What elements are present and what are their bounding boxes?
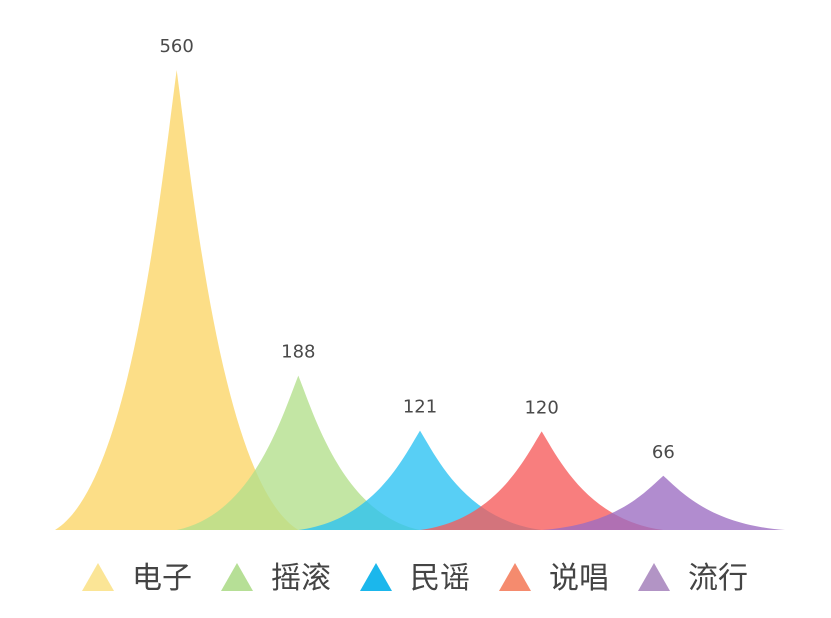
data-label-5: 66 [652, 442, 675, 463]
legend-label: 摇滚 [271, 561, 331, 596]
data-label-1: 560 [159, 36, 193, 57]
peak-5 [541, 475, 785, 530]
peak-3 [298, 430, 542, 530]
chart-peaks [55, 70, 785, 530]
triangle-icon [638, 563, 670, 591]
legend-item-4: 说唱 [499, 561, 609, 596]
legend-item-3: 民谣 [360, 561, 470, 596]
legend-label: 流行 [688, 561, 748, 596]
legend-label: 民谣 [410, 561, 470, 596]
peak-1 [55, 70, 299, 530]
legend-item-1: 电子 [82, 561, 192, 596]
chart-legend: 电子 摇滚 民谣 说唱 流行 [82, 561, 748, 596]
legend-label: 说唱 [549, 561, 609, 596]
legend-item-5: 流行 [638, 561, 748, 596]
legend-label: 电子 [132, 561, 192, 596]
triangle-icon [360, 563, 392, 591]
triangle-icon [82, 563, 114, 591]
data-label-2: 188 [281, 342, 315, 363]
data-label-3: 121 [403, 397, 437, 418]
peak-4 [420, 431, 664, 530]
legend-item-2: 摇滚 [221, 561, 331, 596]
peak-2 [176, 375, 420, 530]
data-label-4: 120 [524, 397, 558, 418]
chart-value-labels: 560 188 121 120 66 [159, 36, 674, 463]
triangle-icon [499, 563, 531, 591]
triangle-icon [221, 563, 253, 591]
